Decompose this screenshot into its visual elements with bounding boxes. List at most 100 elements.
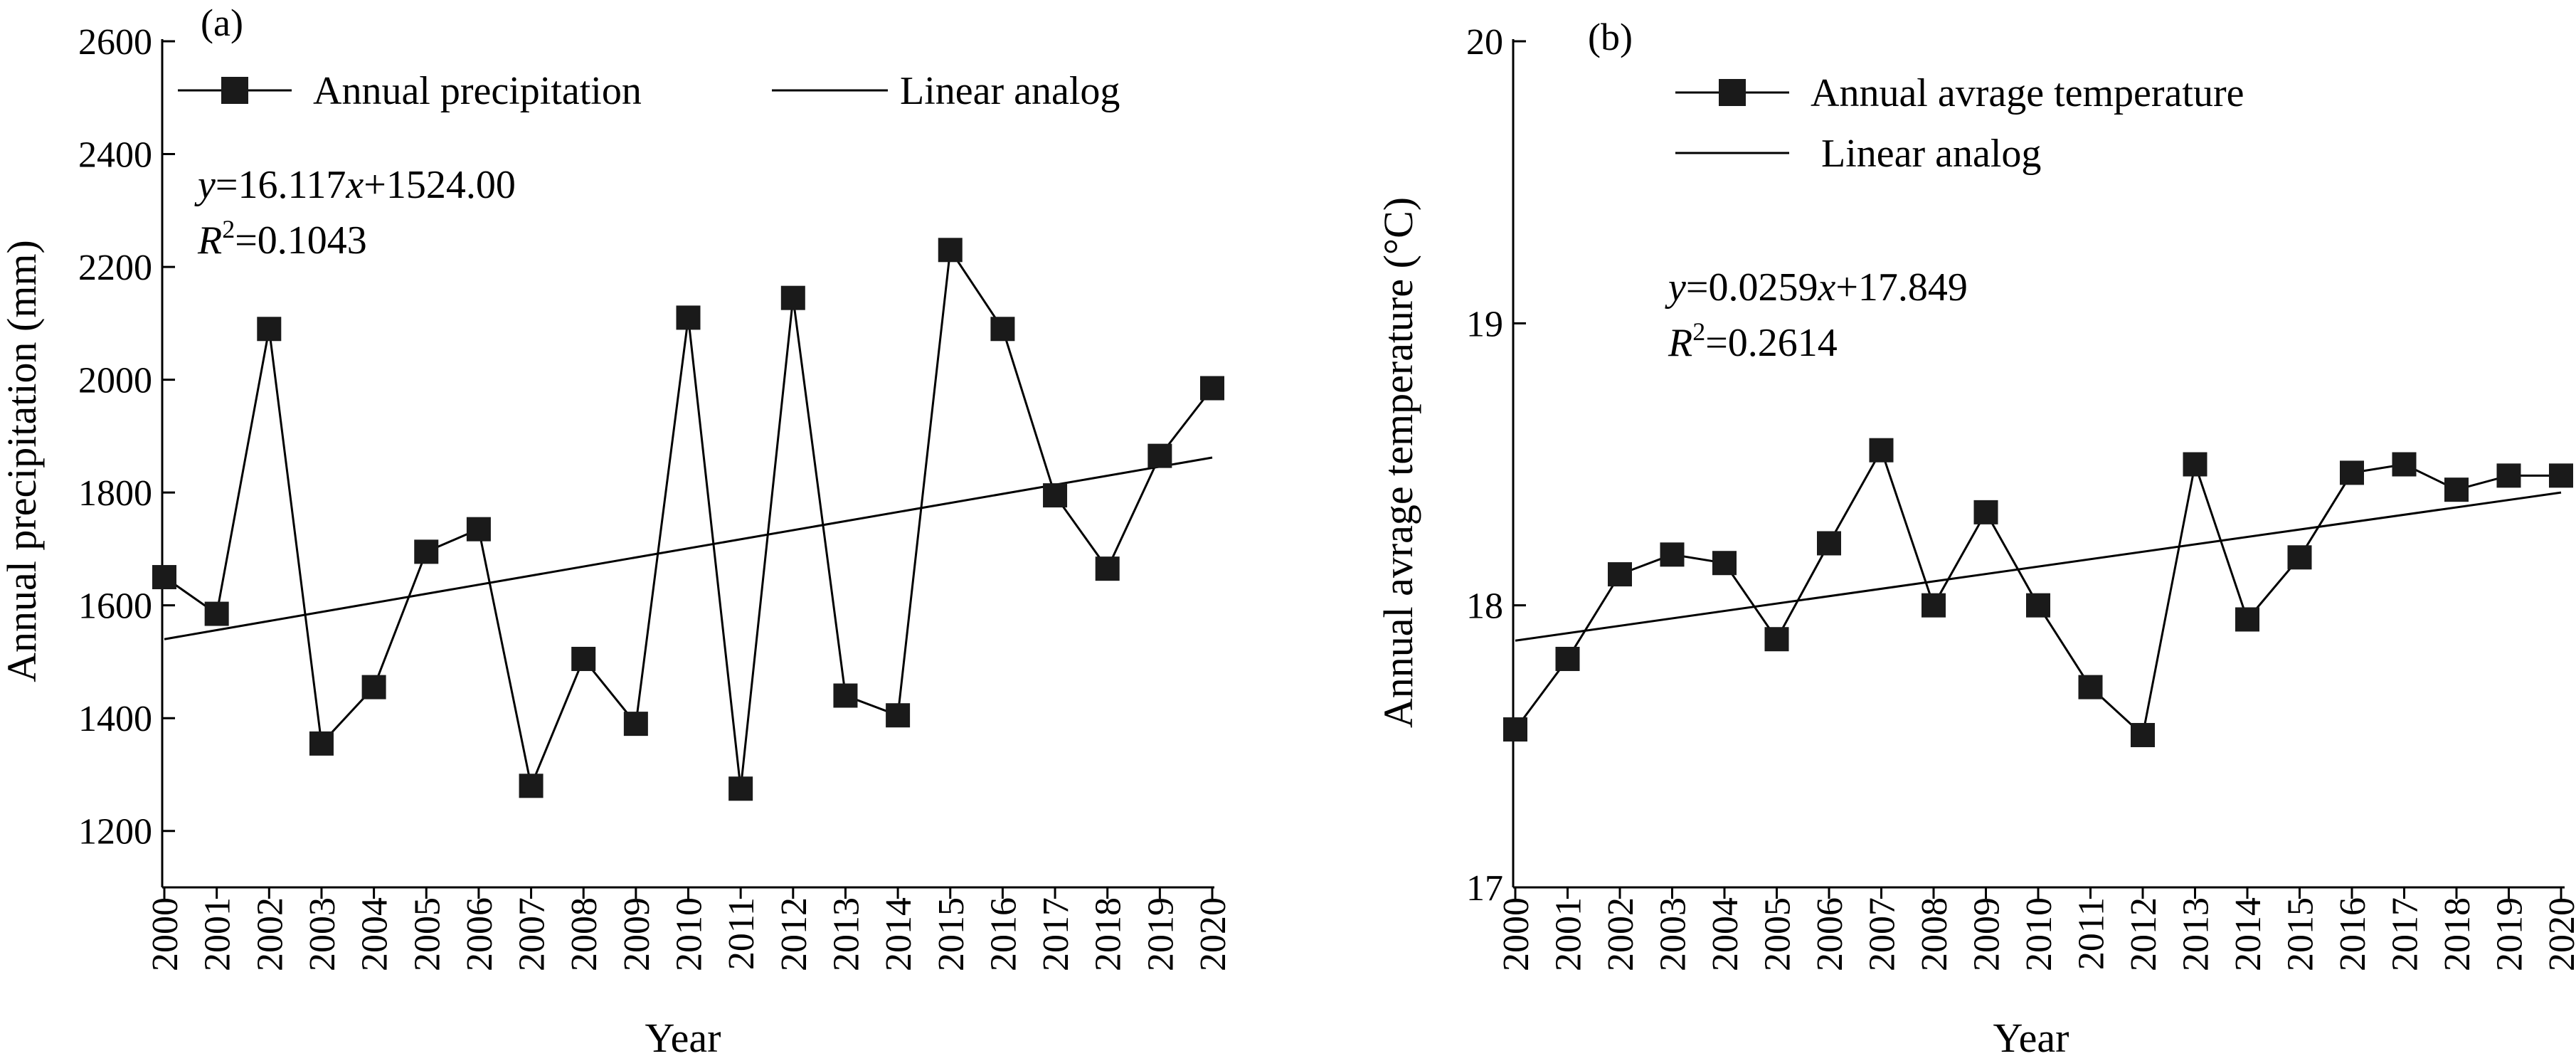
- x-tick-label: 2002: [1601, 897, 1641, 971]
- y-tick-label: 17: [1466, 868, 1503, 909]
- data-point-marker: [257, 317, 282, 342]
- y-tick-label: 2400: [78, 135, 152, 176]
- data-point-marker: [1043, 483, 1068, 508]
- panel-label-a: (a): [201, 1, 243, 44]
- x-tick-label: 2007: [1862, 897, 1903, 971]
- regression-equation-b: y=0.0259x+17.849: [1665, 265, 1968, 310]
- data-point-marker: [780, 285, 805, 310]
- x-tick-label: 2006: [1810, 897, 1850, 971]
- x-tick-label: 2009: [1967, 897, 2008, 971]
- x-tick-label: 2009: [617, 897, 657, 971]
- data-point-marker: [466, 517, 491, 542]
- data-point-marker: [1712, 551, 1737, 576]
- x-tick-label: 2014: [879, 897, 919, 971]
- x-tick-label: 2001: [1549, 897, 1589, 971]
- r-squared-b: R2=0.2614: [1668, 317, 1838, 365]
- x-tick-label: 2013: [826, 897, 866, 971]
- y-tick-label: 1600: [78, 586, 152, 627]
- y-tick-label: 1400: [78, 699, 152, 739]
- y-tick-label: 20: [1466, 22, 1503, 63]
- data-point-marker: [519, 774, 544, 798]
- data-point-marker: [938, 238, 963, 263]
- x-tick-label: 2004: [1705, 897, 1746, 971]
- data-point-marker: [1200, 376, 1224, 401]
- series-line: [1514, 448, 2561, 737]
- data-point-marker: [676, 305, 701, 330]
- x-tick-label: 2019: [1140, 897, 1181, 971]
- x-tick-label: 2010: [2019, 897, 2060, 971]
- legend-marker-precip: [221, 77, 248, 104]
- x-tick-label: 2006: [460, 897, 500, 971]
- data-point-marker: [204, 601, 229, 626]
- y-tick-label: 2600: [78, 22, 152, 63]
- x-tick-label: 2003: [1653, 897, 1694, 971]
- panel-label-b: (b): [1588, 16, 1633, 58]
- data-point-marker: [1147, 443, 1172, 468]
- y-tick-label: 18: [1466, 586, 1503, 627]
- y-tick-label: 1200: [78, 812, 152, 853]
- data-point-marker: [1973, 500, 1998, 524]
- legend-a: Annual precipitation Linear analog: [178, 69, 1120, 113]
- x-tick-label: 2015: [931, 897, 972, 971]
- x-tick-label: 2008: [1914, 897, 1955, 971]
- data-point-marker: [623, 712, 648, 737]
- x-tick-label: 2013: [2176, 897, 2217, 971]
- x-tick-label: 2020: [1193, 897, 1234, 971]
- data-point-marker: [1555, 646, 1580, 671]
- data-point-marker: [1608, 562, 1632, 587]
- series-temperature: [1503, 438, 2573, 747]
- data-point-marker: [886, 703, 911, 728]
- legend-label-precip: Annual precipitation: [313, 69, 642, 113]
- x-tick-label: 2001: [198, 897, 238, 971]
- x-tick-label: 2016: [983, 897, 1024, 971]
- y-tick-label: 19: [1466, 304, 1503, 344]
- data-point-marker: [152, 565, 176, 590]
- data-point-marker: [728, 776, 753, 801]
- y-axis-title-a: Annual precipitation (mm): [0, 240, 45, 682]
- x-tick-label: 2015: [2281, 897, 2321, 971]
- data-point-marker: [2078, 675, 2103, 700]
- data-point-marker: [2392, 452, 2417, 477]
- x-ticks-a: 2000 2001 2002 2003 2004 2005 2006 2007 2008 2009…: [145, 887, 1234, 971]
- data-point-marker: [2235, 607, 2259, 632]
- data-point-marker: [309, 731, 334, 756]
- data-point-marker: [414, 539, 439, 564]
- x-tick-label: 2017: [2385, 897, 2426, 971]
- y-tick-label: 2200: [78, 248, 152, 288]
- x-tick-label: 2014: [2228, 897, 2269, 971]
- data-point-marker: [1817, 531, 1841, 556]
- x-tick-label: 2020: [2542, 897, 2576, 971]
- y-axis-title-b: Annual avrage temperature (°C): [1375, 197, 1421, 728]
- data-point-marker: [1503, 717, 1527, 742]
- x-ticks-b: 2000 2001 2002 2003 2004 2005 2006 2007 2008 2009…: [1496, 887, 2576, 971]
- x-tick-label: 2004: [355, 897, 396, 971]
- y-tick-label: 1800: [78, 473, 152, 514]
- x-tick-label: 2000: [145, 897, 186, 971]
- data-point-marker: [2549, 463, 2573, 488]
- data-point-marker: [2026, 593, 2050, 618]
- data-point-marker: [571, 646, 596, 671]
- data-point-marker: [2287, 545, 2312, 570]
- x-tick-label: 2003: [302, 897, 343, 971]
- x-tick-label: 2011: [2072, 897, 2112, 970]
- x-tick-label: 2019: [2490, 897, 2530, 971]
- x-tick-label: 2007: [512, 897, 553, 971]
- y-ticks-b: 17 18 19 20: [1466, 22, 1526, 909]
- trend-line-b: [1515, 491, 2562, 642]
- x-tick-label: 2005: [407, 897, 447, 971]
- data-point-marker: [1095, 556, 1120, 581]
- legend-b: Annual avrage temperature Linear analog: [1675, 71, 2244, 176]
- series-precipitation: [152, 238, 1224, 801]
- x-axis-title-a: Year: [645, 1015, 721, 1061]
- data-point-marker: [361, 675, 386, 700]
- data-point-marker: [2183, 452, 2207, 477]
- data-point-marker: [2340, 460, 2364, 485]
- x-tick-label: 2017: [1036, 897, 1076, 971]
- data-point-marker: [1764, 627, 1789, 652]
- regression-equation-a: y=16.117x+1524.00: [194, 163, 516, 207]
- legend-label-linear-b: Linear analog: [1821, 132, 2041, 176]
- x-axis-title-b: Year: [1993, 1015, 2069, 1061]
- x-tick-label: 2005: [1758, 897, 1798, 971]
- data-point-marker: [833, 683, 858, 708]
